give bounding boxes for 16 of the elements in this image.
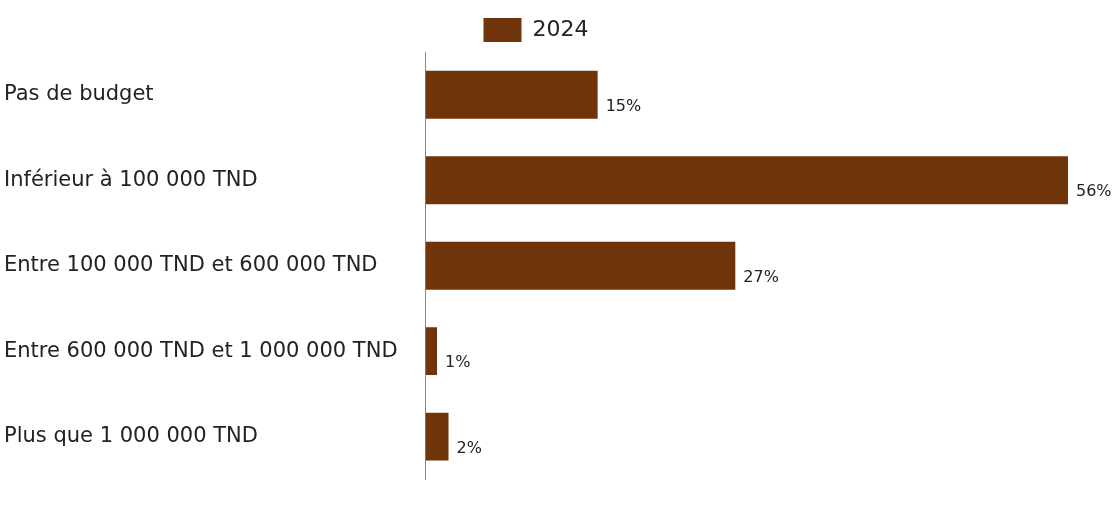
data-label: 2% [456, 437, 482, 457]
bar [425, 70, 598, 119]
bar [425, 156, 1068, 205]
data-label: 56% [1076, 181, 1112, 201]
legend-label: 2024 [532, 15, 589, 41]
bar [425, 241, 736, 290]
data-label: 27% [743, 266, 779, 286]
y-tick-label: Inférieur à 100 000 TND [4, 166, 258, 191]
y-tick-label: Entre 600 000 TND et 1 000 000 TND [4, 337, 398, 362]
data-label: 15% [605, 95, 642, 115]
bar [425, 327, 438, 376]
y-tick-label: Plus que 1 000 000 TND [4, 423, 258, 448]
data-label: 1% [445, 352, 471, 372]
y-tick-label: Pas de budget [4, 81, 154, 106]
bar [425, 412, 449, 461]
y-tick-label: Entre 100 000 TND et 600 000 TND [4, 252, 378, 277]
